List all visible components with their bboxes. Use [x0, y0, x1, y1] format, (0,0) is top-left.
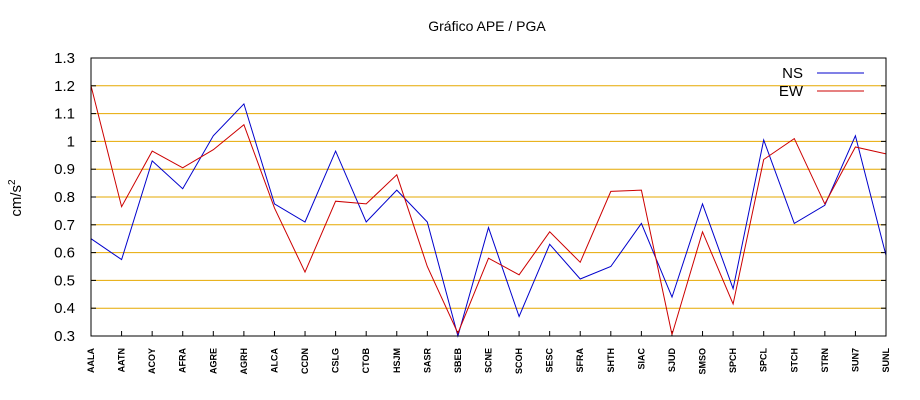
y-tick-label: 1.3: [54, 50, 75, 67]
x-tick-label: SCNE: [484, 348, 494, 373]
x-tick-label: AALA: [86, 348, 96, 373]
x-tick-label: SJUD: [667, 348, 677, 373]
series-line-ns: [90, 102, 887, 338]
x-tick-label: SCOH: [514, 348, 524, 374]
x-tick-label: SIAC: [636, 348, 646, 370]
y-tick-label: 0.6: [54, 245, 75, 262]
x-tick-label: ALCA: [269, 348, 279, 373]
x-tick-label: AFRA: [178, 348, 188, 373]
x-tick-label: SUNL: [881, 347, 891, 372]
x-tick-label: SUN7: [850, 348, 860, 372]
y-tick-label: 1.1: [54, 106, 75, 123]
x-tick-label: STRN: [820, 348, 830, 373]
x-tick-label: SFRA: [575, 348, 585, 373]
y-tick-label: 0.5: [54, 272, 75, 289]
x-tick-label: AGRH: [239, 348, 249, 375]
x-tick-label: SPCL: [759, 348, 769, 373]
y-axis-label-text: cm/s: [8, 185, 25, 217]
legend-label-ns: NS: [782, 65, 803, 82]
y-tick-label: 1: [67, 133, 75, 150]
x-tick-label: SMSO: [698, 348, 708, 375]
x-tick-label: ACOY: [147, 348, 157, 374]
x-tick-label: CSLG: [331, 348, 341, 373]
y-tick-label: 0.7: [54, 217, 75, 234]
y-tick-label: 1.2: [54, 78, 75, 95]
y-axis-label-superscript: 2: [7, 179, 18, 185]
x-tick-label: CCDN: [300, 348, 310, 374]
x-tick-label: SBEB: [453, 348, 463, 374]
plot-frame: [90, 57, 887, 337]
chart-title: Gráfico APE / PGA: [428, 18, 546, 34]
y-tick-label: 0.9: [54, 161, 75, 178]
y-tick-label: 0.8: [54, 189, 75, 206]
series-line-ew: [90, 85, 887, 335]
x-tick-label: AATN: [117, 348, 127, 372]
x-tick-label: STCH: [789, 348, 799, 373]
y-tick-label: 0.4: [54, 300, 75, 317]
y-axis-label: cm/s2: [7, 179, 25, 217]
y-tick-label: 0.3: [54, 328, 75, 345]
x-tick-label: SASR: [422, 348, 432, 374]
legend-label-ew: EW: [779, 83, 804, 100]
x-tick-label: CTOB: [361, 348, 371, 374]
x-tick-label: SPCH: [728, 348, 738, 373]
x-tick-label: SESC: [545, 348, 555, 373]
x-tick-label: HSJM: [392, 348, 402, 373]
x-tick-label: SHTH: [606, 348, 616, 373]
x-tick-label: AGRE: [208, 348, 218, 374]
svg-text:cm/s2: cm/s2: [7, 179, 25, 217]
